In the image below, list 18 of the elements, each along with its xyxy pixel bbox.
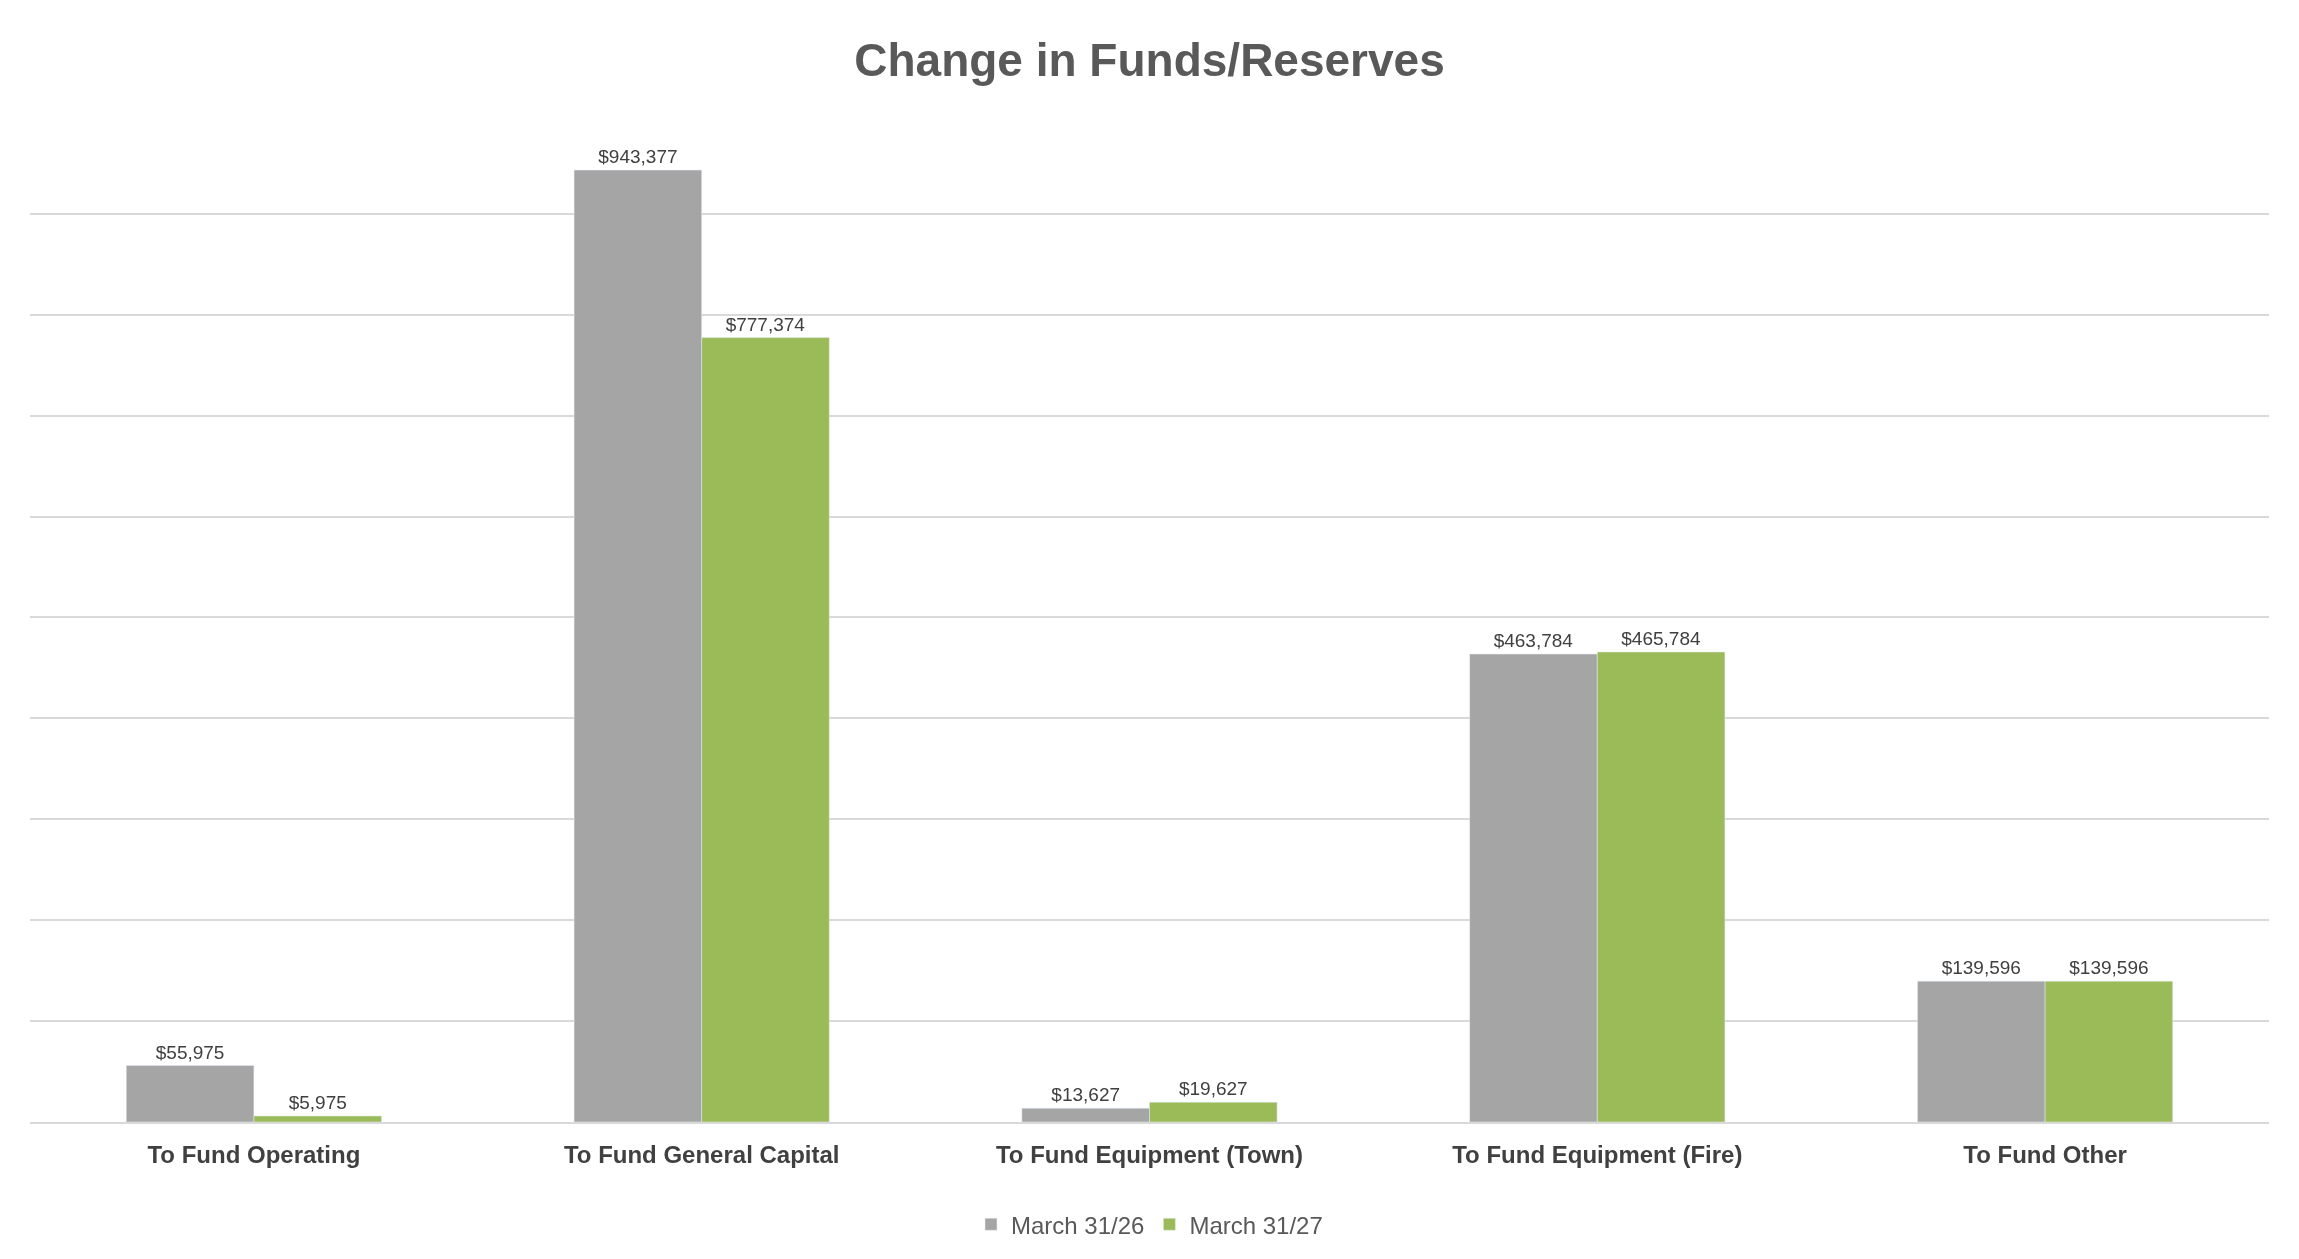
data-label: $55,975 — [155, 1041, 225, 1063]
data-label: $5,975 — [288, 1091, 347, 1113]
chart-title: Change in Funds/Reserves — [854, 34, 1445, 87]
data-label: $943,377 — [598, 146, 678, 168]
legend-label: March 31/27 — [1189, 1211, 1323, 1239]
data-label: $465,784 — [1621, 628, 1701, 650]
x-tick-label: To Fund Equipment (Town) — [995, 1140, 1304, 1168]
x-tick-label: To Fund Operating — [147, 1140, 361, 1168]
data-label: $463,784 — [1493, 630, 1574, 652]
data-label: $139,596 — [1941, 957, 2021, 979]
data-label: $19,627 — [1178, 1078, 1248, 1100]
data-label: $777,374 — [725, 313, 806, 335]
x-tick-label: To Fund Other — [1963, 1140, 2127, 1168]
legend-label: March 31/26 — [1011, 1211, 1145, 1239]
data-label: $139,596 — [2069, 957, 2149, 979]
x-tick-label: To Fund Equipment (Fire) — [1452, 1140, 1743, 1168]
data-label: $13,627 — [1051, 1084, 1121, 1106]
x-tick-label: To Fund General Capital — [563, 1140, 840, 1168]
